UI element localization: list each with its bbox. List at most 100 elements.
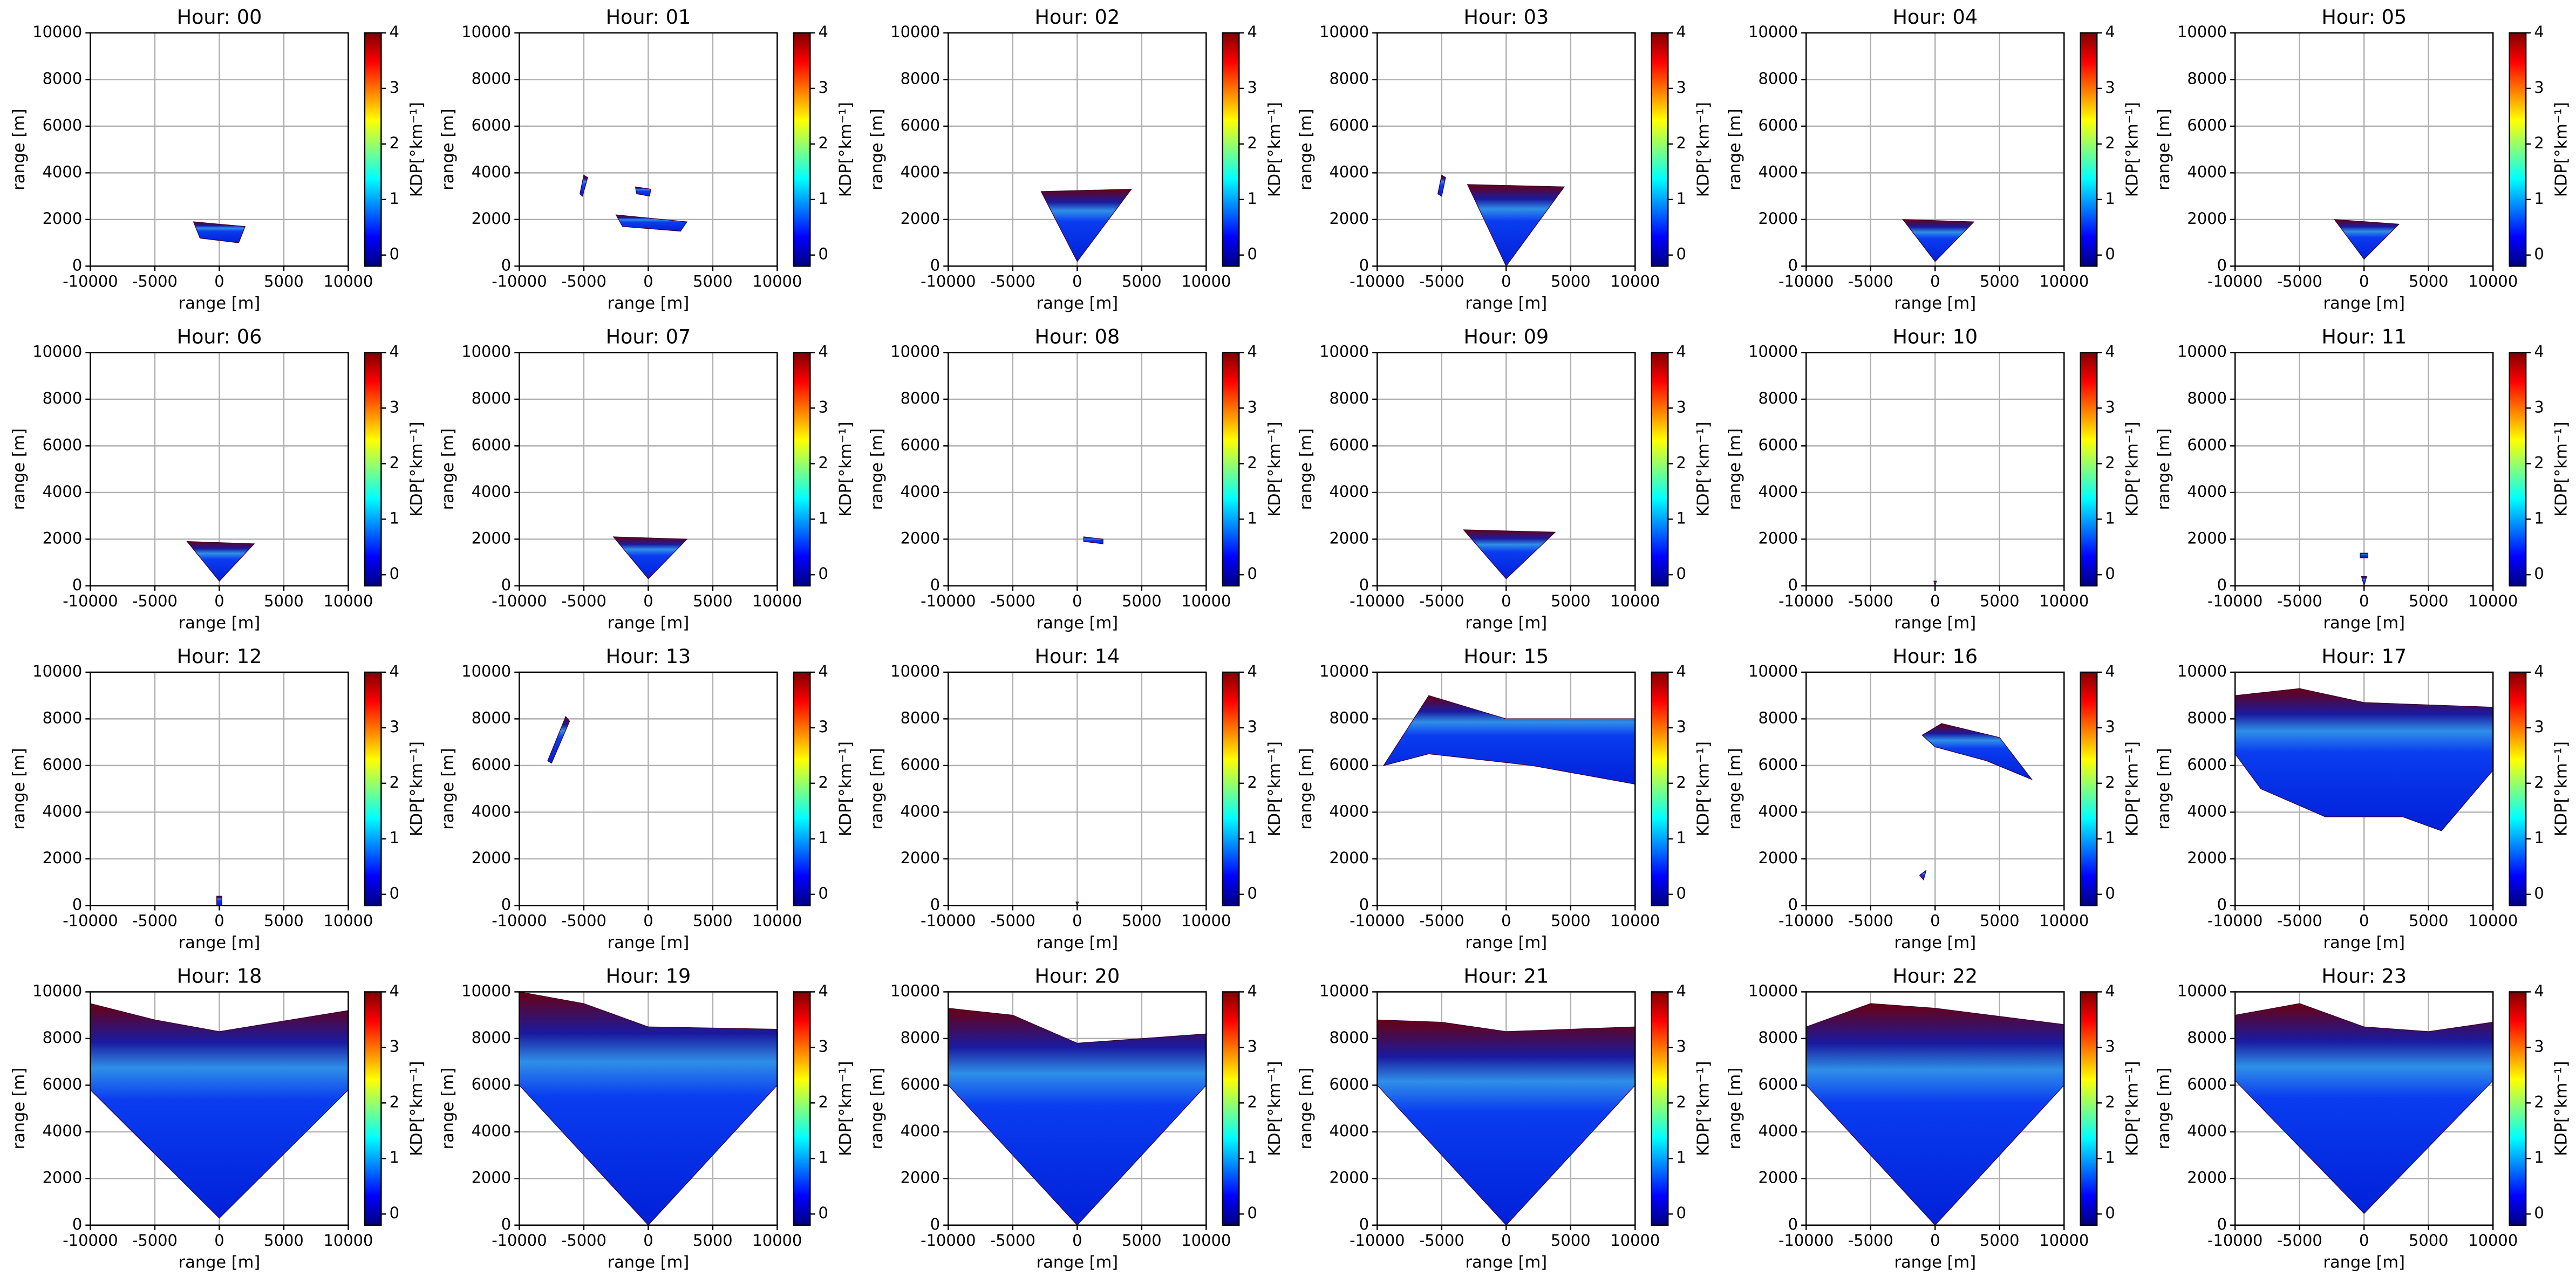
y-tick-label: 6000 — [2187, 1075, 2227, 1093]
x-tick-label: 0 — [2359, 272, 2369, 291]
x-axis-label: range [m] — [2323, 933, 2405, 952]
axes-frame — [519, 32, 778, 267]
x-tick-label: -5000 — [1848, 912, 1893, 930]
x-tick-label: 10000 — [1181, 912, 1231, 930]
colorbar-tick-label: 0 — [1676, 1204, 1686, 1222]
colorbar-tick-label: 0 — [390, 1204, 399, 1222]
x-tick-label: -10000 — [921, 592, 976, 610]
colorbar — [364, 352, 382, 587]
colorbar-tick-label: 2 — [390, 453, 399, 472]
y-tick-label: 6000 — [472, 435, 512, 454]
y-tick-label: 4000 — [1330, 482, 1369, 501]
colorbar-tick-label: 0 — [819, 245, 828, 263]
colorbar-label: KDP[°km⁻¹] — [407, 1061, 426, 1156]
colorbar-tick-label: 3 — [1676, 718, 1686, 736]
x-tick-label: 10000 — [2039, 1231, 2089, 1250]
subplot: Hour: 01 -10000 -5000 0 5000 10000 0 2000 4000 60… — [439, 5, 855, 313]
y-tick-label: 2000 — [43, 849, 83, 867]
x-tick-label: -10000 — [1778, 1231, 1834, 1250]
x-tick-label: 0 — [2359, 912, 2369, 930]
y-tick-label: 0 — [1788, 1215, 1798, 1233]
subplot: Hour: 10 -10000 -5000 0 5000 10000 0 2000 4000 60… — [1726, 325, 2142, 633]
y-tick-label: 0 — [2217, 576, 2227, 594]
y-tick-label: 10000 — [32, 662, 82, 680]
colorbar-tick-label: 1 — [2534, 189, 2544, 208]
y-axis-label: range [m] — [1726, 748, 1744, 830]
x-tick-label: -5000 — [990, 912, 1035, 930]
x-tick-label: 5000 — [693, 592, 733, 610]
x-tick-label: 10000 — [2039, 912, 2089, 930]
colorbar-label: KDP[°km⁻¹] — [407, 102, 426, 197]
y-tick-label: 6000 — [2187, 435, 2227, 454]
axes-frame — [2234, 671, 2494, 906]
colorbar-tick-label: 1 — [390, 1148, 399, 1166]
y-tick-label: 10000 — [32, 981, 82, 1000]
y-tick-label: 0 — [1788, 256, 1798, 274]
colorbar-tick-label: 2 — [2105, 453, 2115, 472]
colorbar-tick-label: 1 — [1247, 829, 1257, 847]
colorbar-tick-label: 3 — [2105, 1037, 2115, 1055]
x-tick-label: 5000 — [1980, 912, 2020, 930]
subplot: Hour: 02 -10000 -5000 0 5000 10000 0 2000 4000 60… — [868, 5, 1284, 313]
x-tick-label: -5000 — [561, 1231, 606, 1250]
echo-area — [2361, 576, 2367, 588]
y-tick-label: 8000 — [1330, 389, 1369, 407]
colorbar-tick-label: 4 — [2534, 981, 2544, 1000]
y-tick-label: 2000 — [2187, 529, 2227, 547]
x-axis-label: range [m] — [1037, 294, 1119, 313]
colorbar-label: KDP[°km⁻¹] — [1265, 102, 1284, 197]
y-tick-label: 8000 — [1758, 389, 1798, 407]
axes-frame — [1805, 352, 2065, 587]
y-tick-label: 0 — [1359, 576, 1369, 594]
colorbar-tick-label: 2 — [819, 453, 828, 472]
colorbar-tick-label: 0 — [2534, 884, 2544, 903]
y-tick-label: 6000 — [901, 435, 941, 454]
y-tick-label: 10000 — [2177, 342, 2227, 360]
axes-frame — [1805, 671, 2065, 906]
subplot: Hour: 04 -10000 -5000 0 5000 10000 0 2000 4000 60… — [1726, 5, 2142, 313]
x-tick-label: 5000 — [1122, 592, 1162, 610]
x-tick-label: -10000 — [1778, 592, 1834, 610]
y-tick-label: 4000 — [1758, 162, 1798, 181]
x-tick-label: 10000 — [1610, 272, 1660, 291]
y-tick-label: 6000 — [1758, 1075, 1798, 1093]
echo-area — [2360, 552, 2369, 558]
colorbar-tick-label: 3 — [390, 398, 399, 416]
x-tick-label: 10000 — [2468, 272, 2518, 291]
y-tick-label: 10000 — [890, 342, 940, 360]
colorbar — [364, 671, 382, 906]
colorbar-tick-label: 4 — [2105, 662, 2115, 680]
colorbar-label: KDP[°km⁻¹] — [2123, 102, 2142, 197]
colorbar-tick-label: 1 — [1676, 509, 1686, 527]
x-tick-label: -5000 — [1419, 592, 1464, 610]
x-tick-label: -10000 — [2207, 912, 2262, 930]
y-axis-label: range [m] — [10, 428, 29, 510]
colorbar-tick-label: 1 — [2105, 189, 2115, 208]
subplot-title: Hour: 07 — [606, 325, 691, 349]
subplot: Hour: 11 -10000 -5000 0 5000 10000 0 2000 4000 60… — [2155, 325, 2571, 633]
colorbar-tick-label: 4 — [1247, 342, 1257, 360]
subplot: Hour: 08 -10000 -5000 0 5000 10000 0 2000 4000 60… — [868, 325, 1284, 633]
colorbar-label: KDP[°km⁻¹] — [1694, 1061, 1713, 1156]
x-axis-label: range [m] — [1466, 933, 1548, 952]
colorbar-tick-label: 3 — [2534, 718, 2544, 736]
colorbar-tick-label: 3 — [390, 78, 399, 97]
axes-frame — [1376, 991, 1636, 1226]
colorbar-tick-label: 1 — [819, 1148, 828, 1166]
y-tick-label: 2000 — [1330, 849, 1369, 867]
x-tick-label: -10000 — [2207, 1231, 2262, 1250]
y-tick-label: 4000 — [2187, 1122, 2227, 1140]
subplot-title: Hour: 11 — [2321, 325, 2407, 349]
y-tick-label: 0 — [72, 1215, 82, 1233]
x-tick-label: 10000 — [1610, 1231, 1660, 1250]
subplot: Hour: 07 -10000 -5000 0 5000 10000 0 2000 4000 60… — [439, 325, 855, 633]
echo-area — [615, 214, 688, 232]
y-tick-label: 8000 — [1758, 708, 1798, 727]
echo-area — [1921, 723, 2033, 781]
y-tick-label: 0 — [1359, 256, 1369, 274]
echo-area — [186, 541, 255, 582]
colorbar-tick-label: 1 — [2534, 1148, 2544, 1166]
x-tick-label: 10000 — [323, 592, 373, 610]
subplot: Hour: 20 -10000 -5000 0 5000 10000 0 2000 4000 60… — [868, 965, 1284, 1272]
x-tick-label: 0 — [1501, 272, 1511, 291]
